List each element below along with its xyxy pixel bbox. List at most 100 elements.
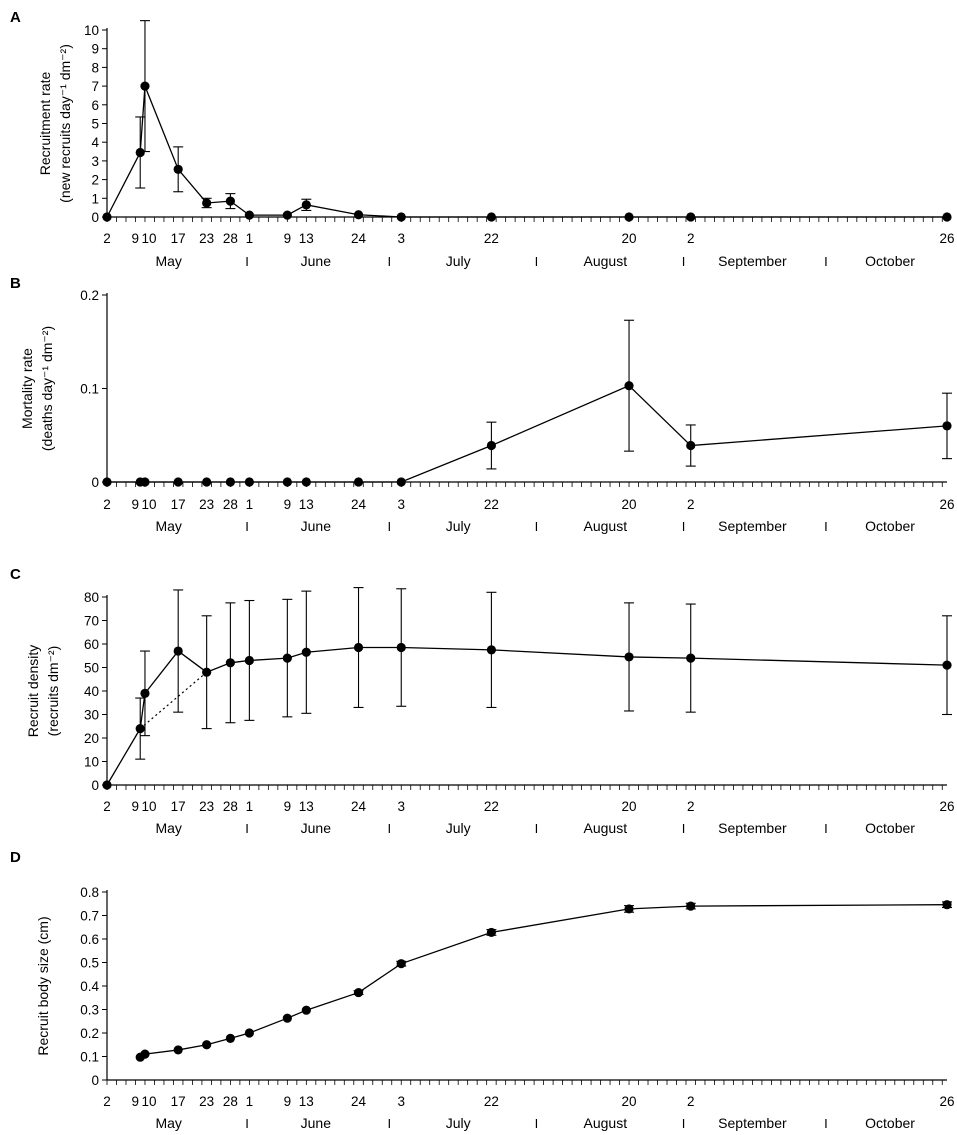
date-label: 2: [687, 497, 695, 512]
data-point: [942, 900, 952, 910]
panel-letter: A: [10, 9, 21, 26]
data-point: [486, 440, 497, 451]
data-point: [396, 959, 406, 969]
month-label: August: [584, 518, 628, 534]
data-point: [353, 210, 364, 220]
month-separator: I: [535, 254, 539, 269]
date-label: 24: [351, 799, 367, 814]
data-point: [486, 927, 497, 938]
date-label: 9: [284, 497, 292, 512]
date-label: 10: [141, 231, 156, 246]
data-point: [202, 198, 212, 208]
date-label: 20: [622, 799, 637, 814]
panel-letter: D: [10, 849, 21, 866]
date-label: 24: [351, 1094, 367, 1109]
month-label: June: [301, 518, 332, 534]
date-label: 17: [171, 799, 186, 814]
data-point: [102, 477, 112, 487]
data-point: [282, 210, 292, 220]
date-label: 2: [687, 799, 695, 814]
panel-c: C 0 10 20 30 40 50 60 70 80 Recruit density (recrui…: [10, 566, 955, 836]
month-label: September: [718, 1115, 787, 1131]
date-label: 22: [484, 497, 499, 512]
data-point: [202, 477, 212, 487]
month-label: August: [584, 1115, 628, 1131]
date-label: 20: [622, 231, 637, 246]
month-separator: I: [245, 519, 249, 534]
date-label: 2: [687, 1094, 695, 1109]
month-label: May: [155, 1115, 181, 1131]
month-label: June: [301, 253, 332, 269]
panel-letter: C: [10, 566, 21, 583]
month-label: September: [718, 253, 787, 269]
data-point: [301, 200, 311, 210]
y-tick-label: 0: [91, 778, 99, 793]
date-label: 10: [141, 799, 156, 814]
panel-letter: B: [10, 275, 21, 292]
date-label: 20: [622, 497, 637, 512]
data-point: [282, 477, 292, 487]
month-separator: I: [682, 519, 686, 534]
data-point: [173, 646, 183, 656]
y-tick-label: 0: [91, 1073, 99, 1088]
data-point: [102, 212, 112, 222]
date-label: 3: [397, 231, 405, 246]
y-tick-label: 0.7: [80, 909, 99, 924]
y-axis-label-units: (deaths day⁻¹ dm⁻²): [39, 326, 55, 451]
date-label: 23: [199, 799, 214, 814]
data-point: [686, 440, 696, 451]
date-label: 2: [103, 799, 111, 814]
date-label: 13: [299, 231, 314, 246]
date-label: 3: [397, 1094, 405, 1109]
data-point: [624, 904, 634, 914]
data-point: [202, 667, 212, 677]
data-point: [942, 660, 952, 670]
date-label: 9: [131, 799, 139, 814]
month-label: July: [446, 253, 471, 269]
month-label: October: [865, 820, 915, 836]
y-tick-label: 4: [91, 135, 99, 150]
data-point: [301, 647, 311, 657]
data-point: [140, 688, 150, 698]
date-label: 1: [246, 497, 254, 512]
data-point: [686, 653, 696, 663]
y-tick-label: 5: [91, 117, 99, 132]
data-point: [486, 645, 497, 655]
y-tick-label: 50: [84, 661, 99, 676]
data-point: [225, 658, 235, 668]
series-line: [107, 384, 948, 483]
date-label: 2: [103, 231, 111, 246]
month-label: May: [155, 253, 181, 269]
dotted-reference-line: [139, 671, 208, 730]
date-label: 9: [284, 1094, 292, 1109]
series-line: [106, 646, 948, 786]
date-label: 17: [171, 497, 186, 512]
date-label: 28: [223, 799, 238, 814]
month-separator: I: [682, 254, 686, 269]
data-point: [202, 1040, 212, 1050]
date-label: 13: [299, 497, 314, 512]
date-label: 24: [351, 231, 367, 246]
data-point: [140, 477, 150, 487]
y-tick-label: 0.4: [80, 979, 99, 994]
date-label: 1: [246, 231, 254, 246]
month-separator: I: [682, 1116, 686, 1131]
y-tick-label: 0: [91, 210, 99, 225]
month-label: June: [301, 1115, 332, 1131]
date-label: 13: [299, 799, 314, 814]
y-tick-label: 0.2: [80, 288, 99, 303]
y-tick-label: 20: [84, 731, 99, 746]
month-separator: I: [535, 1116, 539, 1131]
panel-d: D 0 0.1 0.2 0.3 0.4 0.5 0.6 0.7 0.8 Recruit body s…: [10, 849, 955, 1131]
date-label: 17: [171, 1094, 186, 1109]
month-label: July: [446, 1115, 471, 1131]
date-label: 26: [939, 799, 954, 814]
y-tick-label: 0.6: [80, 932, 99, 947]
data-point: [353, 987, 364, 998]
date-label: 23: [199, 1094, 214, 1109]
data-point: [140, 1049, 150, 1059]
data-point: [244, 477, 254, 487]
month-label: May: [155, 518, 181, 534]
